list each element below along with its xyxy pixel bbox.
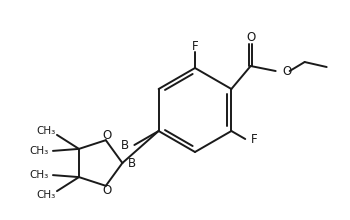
Text: F: F	[251, 132, 258, 145]
Text: B: B	[121, 139, 130, 152]
Text: F: F	[192, 40, 198, 53]
Text: CH₃: CH₃	[36, 126, 56, 136]
Text: O: O	[283, 64, 292, 77]
Text: CH₃: CH₃	[36, 190, 56, 200]
Text: O: O	[102, 184, 111, 197]
Text: CH₃: CH₃	[29, 146, 49, 156]
Text: B: B	[127, 156, 135, 169]
Text: O: O	[102, 129, 111, 142]
Text: CH₃: CH₃	[29, 170, 49, 180]
Text: O: O	[246, 31, 255, 44]
